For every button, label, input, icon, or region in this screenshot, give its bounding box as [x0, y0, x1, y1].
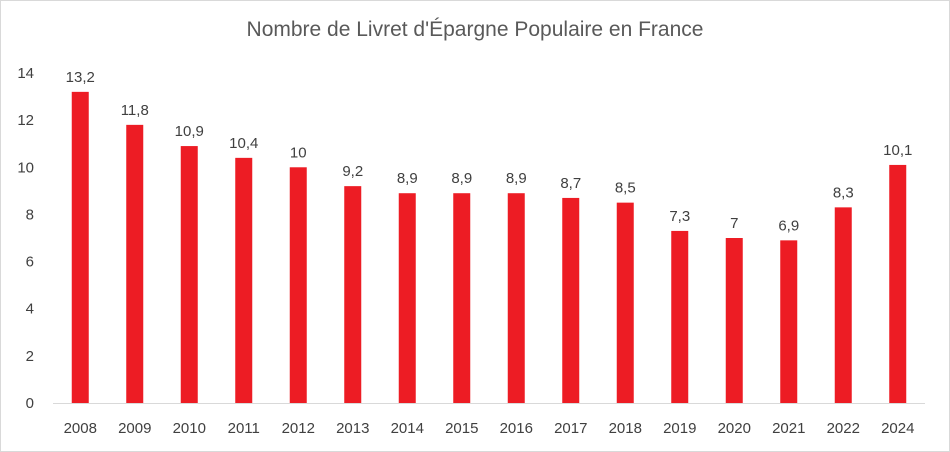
data-label: 8,5	[615, 180, 636, 197]
bars	[71, 91, 907, 404]
y-tick-label: 8	[26, 206, 34, 223]
x-tick-label: 2024	[881, 420, 914, 437]
data-label: 8,9	[506, 170, 527, 187]
bar	[889, 164, 907, 403]
y-tick-label: 2	[26, 348, 34, 365]
bar	[780, 240, 798, 403]
data-label: 11,8	[121, 102, 149, 119]
data-labels: 13,2 11,8 10,9 10,4 10 9,2 8,9 8,9 8,9 8,7 8,5 7,3 7…	[66, 69, 913, 235]
y-tick-label: 14	[17, 65, 34, 82]
x-axis-tick-labels: 2008 2009 2010 2011 2012 2013 2014 2015 2016 2017…	[64, 420, 915, 437]
x-tick-label: 2022	[827, 420, 860, 437]
bar	[725, 238, 743, 403]
x-tick-label: 2012	[282, 420, 315, 437]
bar	[616, 202, 634, 403]
x-tick-label: 2010	[173, 420, 206, 437]
y-axis-tick-labels: 0 2 4 6 8 10 12 14	[17, 65, 34, 412]
data-label: 10,1	[883, 142, 912, 159]
x-tick-label: 2015	[445, 420, 478, 437]
bar	[507, 193, 525, 403]
bar	[289, 167, 307, 403]
data-label: 10	[290, 144, 307, 161]
x-tick-label: 2020	[718, 420, 751, 437]
x-tick-label: 2017	[554, 420, 587, 437]
x-tick-label: 2014	[391, 420, 424, 437]
bar	[126, 124, 144, 403]
bar	[398, 193, 416, 403]
x-tick-label: 2021	[772, 420, 805, 437]
x-tick-label: 2018	[609, 420, 642, 437]
y-tick-label: 4	[26, 301, 34, 318]
data-label: 8,9	[397, 170, 418, 187]
y-tick-label: 6	[26, 254, 34, 271]
y-tick-label: 12	[17, 112, 34, 129]
data-label: 7	[730, 215, 738, 232]
data-label: 7,3	[669, 208, 690, 225]
y-tick-label: 0	[26, 395, 34, 412]
x-tick-label: 2013	[336, 420, 369, 437]
data-label: 9,2	[342, 163, 363, 180]
data-label: 10,9	[175, 123, 204, 140]
data-label: 6,9	[778, 217, 799, 234]
bar	[180, 146, 198, 404]
y-tick-label: 10	[17, 159, 34, 176]
bar	[235, 157, 253, 403]
data-label: 8,9	[451, 170, 472, 187]
data-label: 8,3	[833, 184, 854, 201]
x-tick-label: 2016	[500, 420, 533, 437]
x-tick-label: 2009	[118, 420, 151, 437]
bar	[834, 207, 852, 403]
x-tick-label: 2011	[228, 420, 260, 437]
bar	[344, 186, 362, 403]
data-label: 13,2	[66, 69, 95, 86]
chart-title: Nombre de Livret d'Épargne Populaire en …	[246, 18, 704, 41]
data-label: 8,7	[560, 175, 581, 192]
x-tick-label: 2008	[64, 420, 97, 437]
x-tick-label: 2019	[663, 420, 696, 437]
bar	[562, 197, 580, 403]
bar	[671, 230, 689, 403]
bar	[71, 91, 89, 403]
data-label: 10,4	[229, 135, 258, 152]
bar	[453, 193, 471, 403]
